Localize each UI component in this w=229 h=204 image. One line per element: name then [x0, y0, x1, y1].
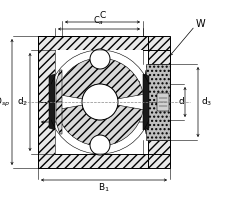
Text: B$_1$: B$_1$ — [98, 182, 109, 194]
Text: d$_3$: d$_3$ — [200, 96, 211, 108]
Text: B: B — [101, 127, 106, 136]
Polygon shape — [56, 58, 143, 99]
Polygon shape — [147, 140, 169, 168]
Polygon shape — [38, 36, 147, 102]
Circle shape — [90, 49, 109, 69]
Polygon shape — [56, 102, 62, 134]
Polygon shape — [147, 36, 169, 64]
Polygon shape — [56, 70, 62, 102]
Text: d$_2$: d$_2$ — [17, 96, 28, 108]
Text: S: S — [96, 71, 101, 80]
Text: C: C — [99, 11, 105, 20]
FancyBboxPatch shape — [156, 93, 168, 111]
Polygon shape — [145, 102, 169, 140]
Circle shape — [90, 135, 109, 155]
Text: d: d — [177, 98, 183, 106]
Polygon shape — [143, 70, 145, 102]
Polygon shape — [56, 105, 143, 146]
Polygon shape — [145, 64, 169, 102]
Polygon shape — [49, 74, 55, 130]
Polygon shape — [55, 50, 142, 154]
Text: C$_a$: C$_a$ — [93, 14, 104, 27]
Polygon shape — [142, 74, 148, 130]
Circle shape — [82, 84, 117, 120]
Text: W: W — [195, 19, 205, 29]
Polygon shape — [38, 102, 147, 168]
Text: D$_{sp}$: D$_{sp}$ — [0, 95, 10, 109]
Polygon shape — [143, 102, 145, 134]
